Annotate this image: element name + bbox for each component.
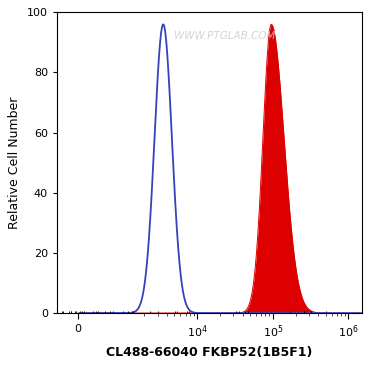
X-axis label: CL488-66040 FKBP52(1B5F1): CL488-66040 FKBP52(1B5F1) bbox=[106, 346, 313, 359]
Y-axis label: Relative Cell Number: Relative Cell Number bbox=[9, 97, 21, 229]
Text: WWW.PTGLAB.COM: WWW.PTGLAB.COM bbox=[174, 32, 275, 41]
